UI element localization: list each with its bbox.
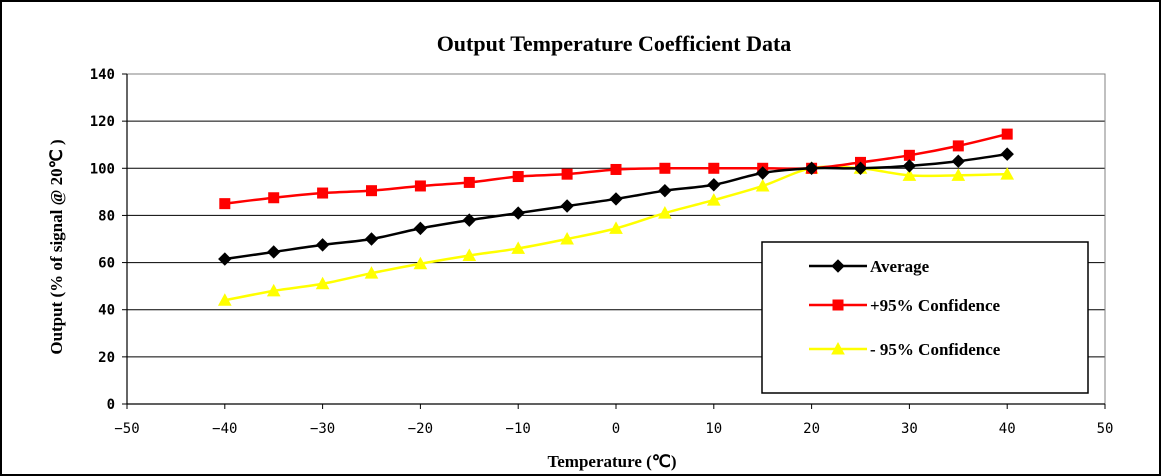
data-point [315,276,330,290]
legend-swatch-marker [831,341,845,355]
x-tick-label: 40 [999,421,1016,437]
data-point [1000,147,1014,161]
x-tick-label: −10 [506,421,531,437]
y-tick-label: 0 [107,397,115,413]
data-point [462,213,477,227]
x-tick-labels: −50 −40 −30 −20 −10 0 10 20 30 40 50 [114,421,1113,437]
data-point [706,193,721,206]
legend-label: +95% Confidence [870,296,1001,315]
data-point [755,178,770,192]
legend-swatch-marker [831,259,845,273]
axes [122,73,1106,409]
data-point [853,161,868,175]
data-point [1001,128,1013,140]
data-point [364,266,379,279]
data-point [315,238,330,252]
data-point [364,232,379,246]
legend-item: Average [809,257,930,276]
data-point [463,176,475,188]
series-group [217,128,1015,306]
y-tick-label: 40 [98,303,115,319]
data-point [902,168,917,181]
data-point [610,163,622,175]
data-point [413,256,428,270]
legend-item: - 95% Confidence [809,340,1001,359]
legend-swatch-marker [832,299,844,311]
x-tick-label: −40 [212,421,237,437]
y-tick-label: 120 [90,114,115,130]
data-point [659,162,671,174]
x-tick-label: 30 [901,421,918,437]
data-point [658,183,672,198]
data-point [512,171,524,183]
legend-label: - 95% Confidence [870,340,1001,359]
data-point [266,283,281,297]
data-point [561,168,573,180]
data-point [217,293,232,306]
y-tick-label: 60 [98,256,115,272]
x-tick-label: −20 [408,421,433,437]
data-point [511,241,526,254]
x-tick-label: −30 [310,421,335,437]
x-axis-label: Temperature (℃) [547,452,676,471]
x-tick-label: 10 [705,421,722,437]
data-point [268,192,280,204]
data-point [755,166,770,180]
y-tick-label: 20 [98,350,115,366]
data-point [804,161,819,175]
data-point [366,185,377,197]
series-diamond [218,147,1014,266]
data-point [317,187,329,199]
data-point [609,192,623,206]
y-tick-label: 140 [90,67,115,83]
data-point [609,221,623,234]
data-point [707,178,721,192]
y-tick-labels: 0 20 40 60 80 100 120 140 [90,67,115,413]
data-point [952,140,964,152]
y-tick-label: 80 [98,208,115,224]
data-point [903,149,915,161]
x-tick-label: −50 [114,421,139,437]
data-point [413,221,428,236]
x-tick-label: 0 [612,421,620,437]
data-point [1000,167,1015,180]
x-tick-label: 50 [1097,421,1114,437]
x-tick-label: 20 [803,421,820,437]
data-point [414,180,426,192]
y-axis-label: Output (% of signal @ 20℃ ) [47,139,66,354]
data-point [708,162,720,174]
legend-item: +95% Confidence [809,296,1001,315]
data-point [218,252,232,266]
series-triangle [217,161,1015,306]
data-point [266,245,281,259]
data-point [219,198,231,210]
legend: Average +95% Confidence - 95% Confidence [761,241,1089,394]
data-point [560,199,574,213]
legend-label: Average [870,257,930,276]
data-point [560,231,574,245]
data-point [951,168,966,181]
y-tick-label: 100 [90,161,115,177]
data-point [462,248,477,261]
data-point [902,159,917,173]
data-point [951,154,966,168]
data-point [658,206,672,219]
data-point [511,206,525,220]
chart-title: Output Temperature Coefficient Data [437,31,792,56]
